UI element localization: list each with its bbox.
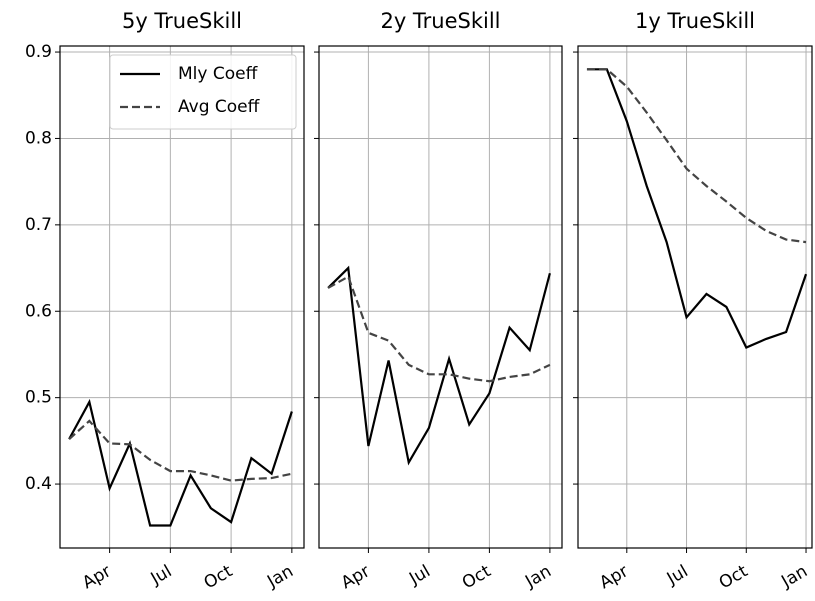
y-tick-label: 0.4 [25, 474, 52, 494]
panel-title: 5y TrueSkill [122, 9, 242, 33]
x-tick-label: Jul [663, 561, 692, 589]
x-tick-label: Oct [716, 561, 752, 593]
x-tick-label: Jan [777, 561, 811, 592]
y-tick-label: 0.7 [25, 215, 52, 235]
series-line [68, 419, 293, 482]
x-tick-label: Jan [263, 561, 297, 592]
plot-frame [318, 45, 563, 549]
y-tick-label: 0.8 [25, 128, 52, 148]
y-tick-label: 0.9 [25, 42, 52, 62]
series-line [586, 68, 807, 244]
legend-label: Avg Coeff [178, 97, 261, 117]
series-line [327, 265, 551, 466]
series-line [327, 275, 551, 383]
x-tick-label: Oct [201, 561, 237, 593]
series-line [68, 398, 293, 527]
plot-frame [577, 45, 813, 549]
y-tick-label: 0.5 [25, 388, 52, 408]
legend-label: Mly Coeff [178, 64, 259, 84]
y-tick-label: 0.6 [25, 301, 52, 321]
series-line [586, 68, 808, 349]
x-tick-label: Apr [338, 561, 373, 593]
x-tick-label: Jul [405, 561, 434, 589]
x-tick-label: Oct [459, 561, 495, 593]
panel-title: 2y TrueSkill [380, 9, 500, 33]
panel-title: 1y TrueSkill [635, 9, 755, 33]
plot-frame [59, 45, 305, 549]
x-tick-label: Apr [79, 561, 114, 593]
x-tick-label: Apr [596, 561, 631, 593]
x-tick-label: Jul [147, 561, 176, 589]
x-tick-label: Jan [521, 561, 555, 592]
